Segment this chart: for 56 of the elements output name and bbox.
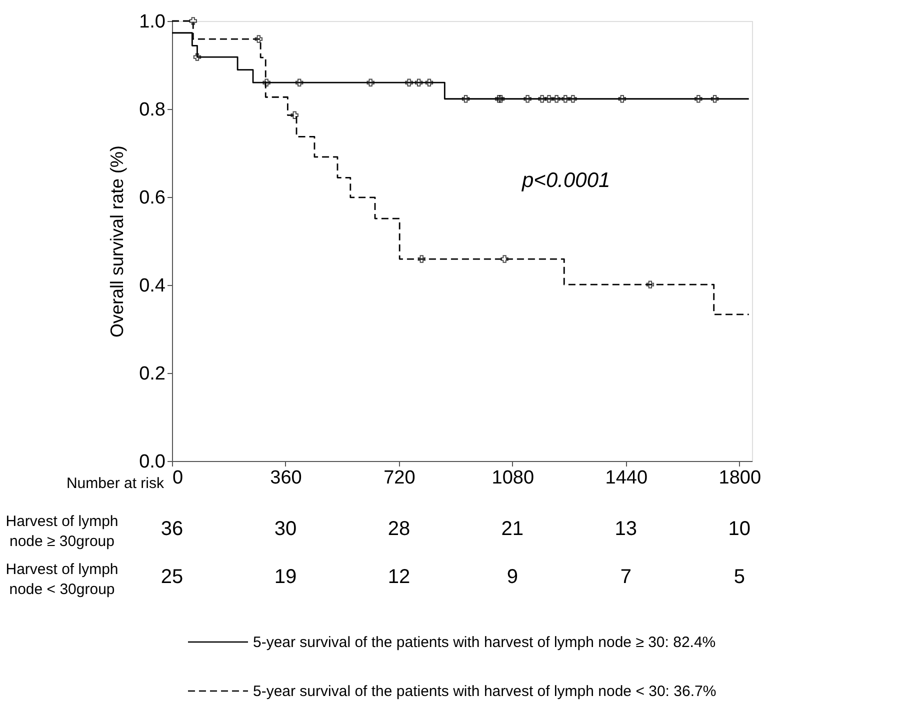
point [496,95,505,103]
point [418,255,426,263]
y-tick-label: 0.0 [139,452,166,472]
text: 25 [160,566,184,588]
text: 12 [388,566,410,588]
point [500,255,508,263]
point [524,95,532,103]
point [254,35,263,43]
x-tick-label: 720 [384,468,416,488]
point [414,78,423,86]
point [189,17,197,25]
y-axis-title: Overall survival rate (%) [107,145,128,338]
y-tick-label: 1.0 [139,12,166,32]
text: 21 [501,518,524,540]
point [618,95,626,103]
text: 36 [160,518,184,540]
point [425,78,434,86]
text: 9 [506,566,518,588]
legend-label: 5-year survival of the patients with harvest of lymph node ≥ 30: 82.4% [253,634,716,651]
text: 5 [734,566,745,588]
point [538,95,546,103]
point [495,95,503,103]
text: Harvest of lymph node ≥ 30group [6,513,118,550]
annotation: p<0.0001 [521,169,610,192]
y-tick-label: 0.6 [139,188,166,208]
y-tick-label: 0.8 [139,100,166,120]
x-tick-label: 0 [172,468,184,488]
point [290,111,298,120]
point [545,95,553,103]
text: 30 [274,518,297,540]
point [462,95,470,103]
y-tick-label: 0.4 [139,276,166,296]
legend-label: 5-year survival of the patients with harvest of lymph node < 30: 36.7% [253,683,716,700]
point [405,78,413,86]
text: 13 [614,518,638,540]
x-tick-label: 1080 [492,468,534,488]
point [193,53,202,61]
x-tick-label: 1440 [605,468,648,488]
text: Number at risk [66,475,164,492]
text: 28 [388,518,410,540]
point [646,280,654,288]
point [552,95,560,103]
y-tick-label: 0.2 [139,364,166,384]
text: 7 [620,566,632,588]
point [694,95,702,103]
point [295,78,304,86]
point [366,78,374,86]
point [562,95,570,103]
point [710,95,719,103]
x-tick-label: 1800 [718,468,762,488]
text: 19 [274,566,297,588]
point [569,95,577,103]
text: Harvest of lymph node < 30group [6,561,118,598]
point [262,78,270,86]
text: 10 [728,518,751,540]
x-tick-label: 360 [270,468,302,488]
